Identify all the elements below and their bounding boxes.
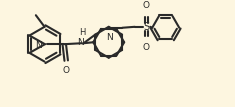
Text: N: N (77, 38, 84, 47)
Text: O: O (143, 43, 150, 52)
Text: O: O (143, 1, 150, 10)
Text: N: N (35, 41, 42, 50)
Text: O: O (63, 66, 70, 75)
Text: N: N (106, 33, 113, 42)
Text: H: H (79, 28, 86, 37)
Text: S: S (143, 22, 149, 32)
